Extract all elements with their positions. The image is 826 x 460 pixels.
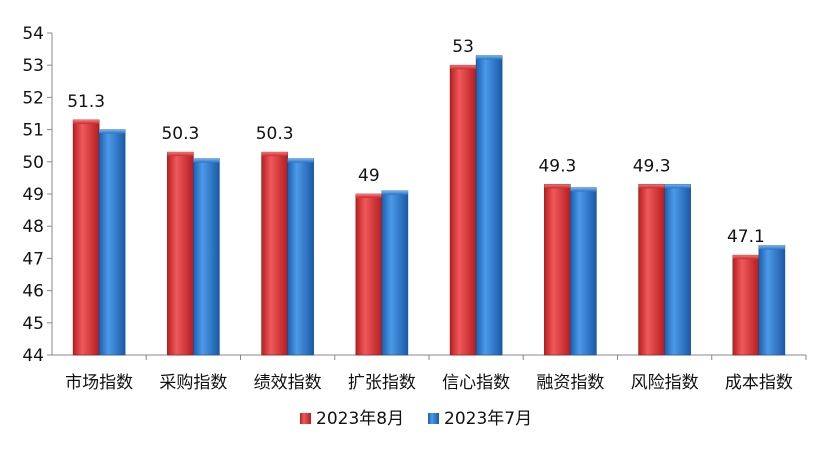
bar-top-highlight (355, 194, 382, 198)
bar-top-highlight (99, 129, 126, 134)
data-labels: 51.3 50.3 50.3 49 53 49.3 49.3 47.1 (67, 37, 765, 247)
legend-swatch-1 (428, 413, 439, 424)
bar-top-highlight (381, 190, 408, 195)
bar-jul-3 (381, 190, 409, 356)
y-tick-label: 53 (22, 56, 44, 76)
x-tick-label: 绩效指数 (254, 373, 322, 393)
y-tick-label: 44 (22, 346, 44, 366)
y-tick-label: 49 (22, 185, 44, 205)
data-label: 49.3 (633, 156, 671, 176)
bar-aug-3 (355, 193, 383, 356)
bar-jul-7 (758, 245, 786, 356)
bar-jul-5 (570, 187, 597, 356)
bar-top-highlight (450, 65, 477, 70)
x-tick-label: 采购指数 (159, 373, 227, 393)
bar-top-highlight (261, 152, 288, 157)
bar-jul-0 (98, 129, 126, 356)
legend-label-1: 2023年7月 (444, 409, 532, 429)
y-tick-label: 45 (22, 314, 44, 334)
y-tick-label: 51 (22, 121, 44, 141)
x-tick-label: 融资指数 (536, 373, 604, 393)
legend: 2023年8月 2023年7月 (300, 409, 532, 429)
x-tick-label: 成本指数 (725, 373, 793, 393)
data-label: 50.3 (161, 124, 199, 144)
bar-jul-2 (287, 158, 314, 356)
data-label: 51.3 (67, 92, 105, 112)
y-tick-label: 46 (22, 282, 44, 302)
bar-aug-5 (544, 184, 571, 356)
bar-jul-1 (193, 158, 220, 356)
bar-top-highlight (287, 158, 314, 163)
axes: 44 45 46 47 48 49 50 51 52 53 54 市场指数 采购指数 绩效指数 扩张指数 信心… (22, 24, 807, 393)
bar-jul-6 (664, 184, 691, 356)
bar-top-highlight (73, 119, 100, 124)
y-tick-label: 50 (22, 153, 44, 173)
legend-swatch-0 (300, 413, 311, 424)
bar-aug-4 (449, 64, 477, 356)
data-label: 53 (452, 37, 474, 57)
y-tick-label: 54 (22, 24, 44, 44)
bar-top-highlight (732, 255, 759, 260)
bar-top-highlight (544, 184, 571, 189)
bar-top-highlight (476, 55, 503, 60)
bar-aug-0 (72, 119, 100, 356)
data-label: 47.1 (727, 227, 765, 247)
bar-top-highlight (167, 152, 194, 157)
x-tick-label: 信心指数 (442, 373, 510, 393)
bar-aug-7 (732, 254, 760, 356)
legend-label-0: 2023年8月 (316, 409, 404, 429)
data-label: 50.3 (256, 124, 294, 144)
x-tick-label: 风险指数 (631, 373, 699, 393)
bars (72, 55, 786, 356)
bar-top-highlight (193, 158, 220, 163)
bar-top-highlight (664, 184, 691, 189)
data-label: 49 (358, 166, 380, 186)
bar-jul-4 (475, 55, 503, 356)
bar-top-highlight (570, 187, 597, 192)
y-tick-label: 48 (22, 217, 44, 237)
bar-aug-1 (167, 151, 194, 356)
y-tick-label: 52 (22, 88, 44, 108)
bar-top-highlight (638, 184, 665, 189)
x-tick-label: 扩张指数 (348, 373, 416, 393)
bar-aug-2 (261, 151, 288, 356)
bar-top-highlight (758, 245, 785, 250)
y-tick-label: 47 (22, 249, 44, 269)
x-tick-label: 市场指数 (65, 373, 133, 393)
data-label: 49.3 (538, 156, 576, 176)
bar-aug-6 (638, 184, 665, 356)
